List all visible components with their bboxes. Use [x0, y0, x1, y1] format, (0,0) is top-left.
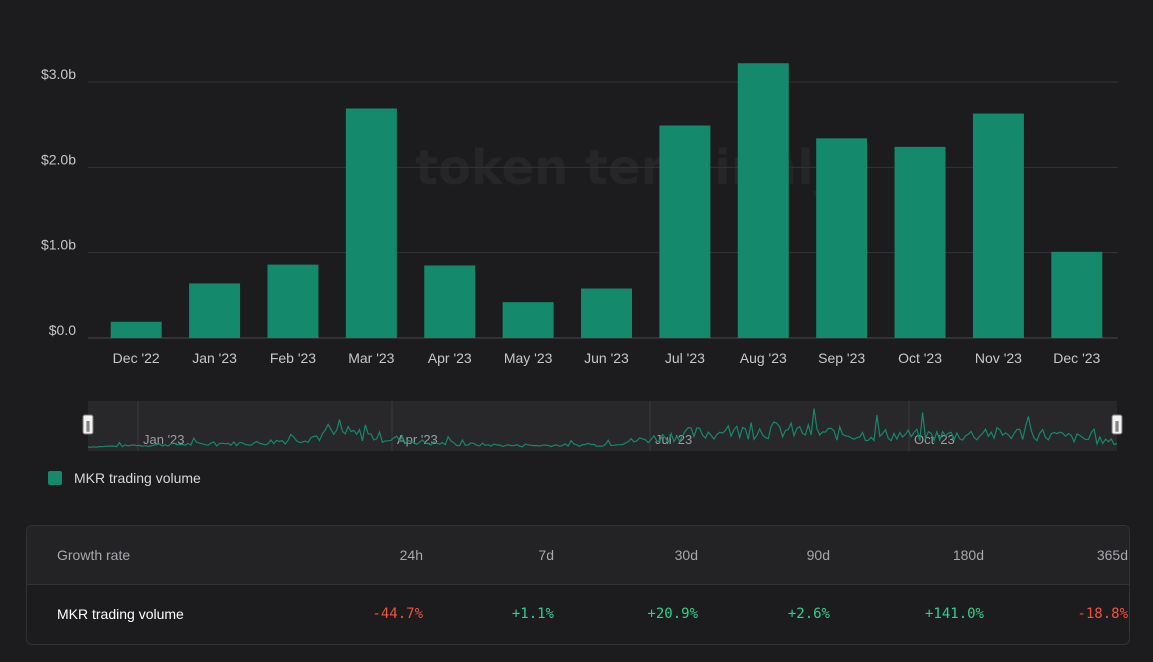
x-tick-label: Mar '23	[348, 350, 394, 366]
bar[interactable]	[189, 283, 241, 338]
x-tick-label: Nov '23	[975, 350, 1022, 366]
x-tick-label: Jul '23	[665, 350, 705, 366]
y-tick-label: $3.0b	[41, 66, 76, 82]
y-tick-label: $2.0b	[41, 151, 76, 167]
period-365d-header: 365d	[1096, 547, 1128, 563]
x-tick-label: May '23	[504, 350, 553, 366]
growth-7d-value: +1.1%	[511, 606, 554, 622]
y-tick-label: $0.0	[49, 322, 76, 338]
growth-180d-value: +141.0%	[924, 606, 984, 622]
period-180d-header: 180d	[952, 547, 984, 563]
bar[interactable]	[581, 288, 632, 338]
bar[interactable]	[737, 63, 789, 339]
x-tick-label: Feb '23	[270, 350, 316, 366]
bar[interactable]	[659, 125, 711, 339]
legend-label: MKR trading volume	[74, 470, 201, 486]
bar[interactable]	[1051, 251, 1103, 338]
x-tick-label: Oct '23	[898, 350, 942, 366]
handle-glyph: ‖	[1114, 419, 1120, 432]
row-label: MKR trading volume	[57, 606, 184, 622]
period-7d-header: 7d	[538, 547, 554, 563]
bar[interactable]	[267, 264, 319, 338]
period-90d-header: 90d	[806, 547, 830, 563]
navigator-series-line	[87, 408, 1118, 448]
x-tick-label: Apr '23	[428, 350, 472, 366]
table-row: MKR trading volume -44.7% +1.1% +20.9% +…	[27, 585, 1129, 644]
growth-365d-value: -18.8%	[1077, 606, 1128, 622]
growth-table-header: Growth rate 24h 7d 30d 90d 180d 365d	[27, 526, 1129, 585]
handle-glyph: ‖	[85, 419, 91, 432]
period-24h-header: 24h	[399, 547, 423, 563]
bar[interactable]	[972, 113, 1024, 338]
navigator-right-handle[interactable]: ‖	[1111, 414, 1123, 435]
growth-24h-value: -44.7%	[372, 606, 423, 622]
bar[interactable]	[345, 108, 397, 338]
bar[interactable]	[424, 265, 476, 338]
x-tick-label: Aug '23	[740, 350, 787, 366]
x-tick-label: Dec '22	[113, 350, 160, 366]
x-tick-label: Sep '23	[818, 350, 865, 366]
growth-rate-header: Growth rate	[57, 547, 131, 563]
growth-30d-value: +20.9%	[647, 606, 698, 622]
period-30d-header: 30d	[674, 547, 698, 563]
navigator-background[interactable]	[88, 401, 1117, 451]
bar[interactable]	[816, 138, 868, 338]
navigator-left-handle[interactable]: ‖	[82, 414, 94, 435]
legend-swatch	[48, 471, 62, 485]
legend[interactable]: MKR trading volume	[48, 470, 201, 486]
handle-grip[interactable]	[1111, 414, 1123, 435]
x-tick-label: Jun '23	[584, 350, 629, 366]
bar[interactable]	[894, 146, 946, 338]
growth-90d-value: +2.6%	[787, 606, 830, 622]
bar[interactable]	[502, 302, 554, 338]
y-tick-label: $1.0b	[41, 237, 76, 253]
handle-grip[interactable]	[82, 414, 94, 435]
x-tick-label: Jan '23	[192, 350, 237, 366]
x-tick-label: Dec '23	[1053, 350, 1100, 366]
bar[interactable]	[110, 321, 162, 338]
growth-rate-table: Growth rate 24h 7d 30d 90d 180d 365d MKR…	[26, 525, 1130, 645]
